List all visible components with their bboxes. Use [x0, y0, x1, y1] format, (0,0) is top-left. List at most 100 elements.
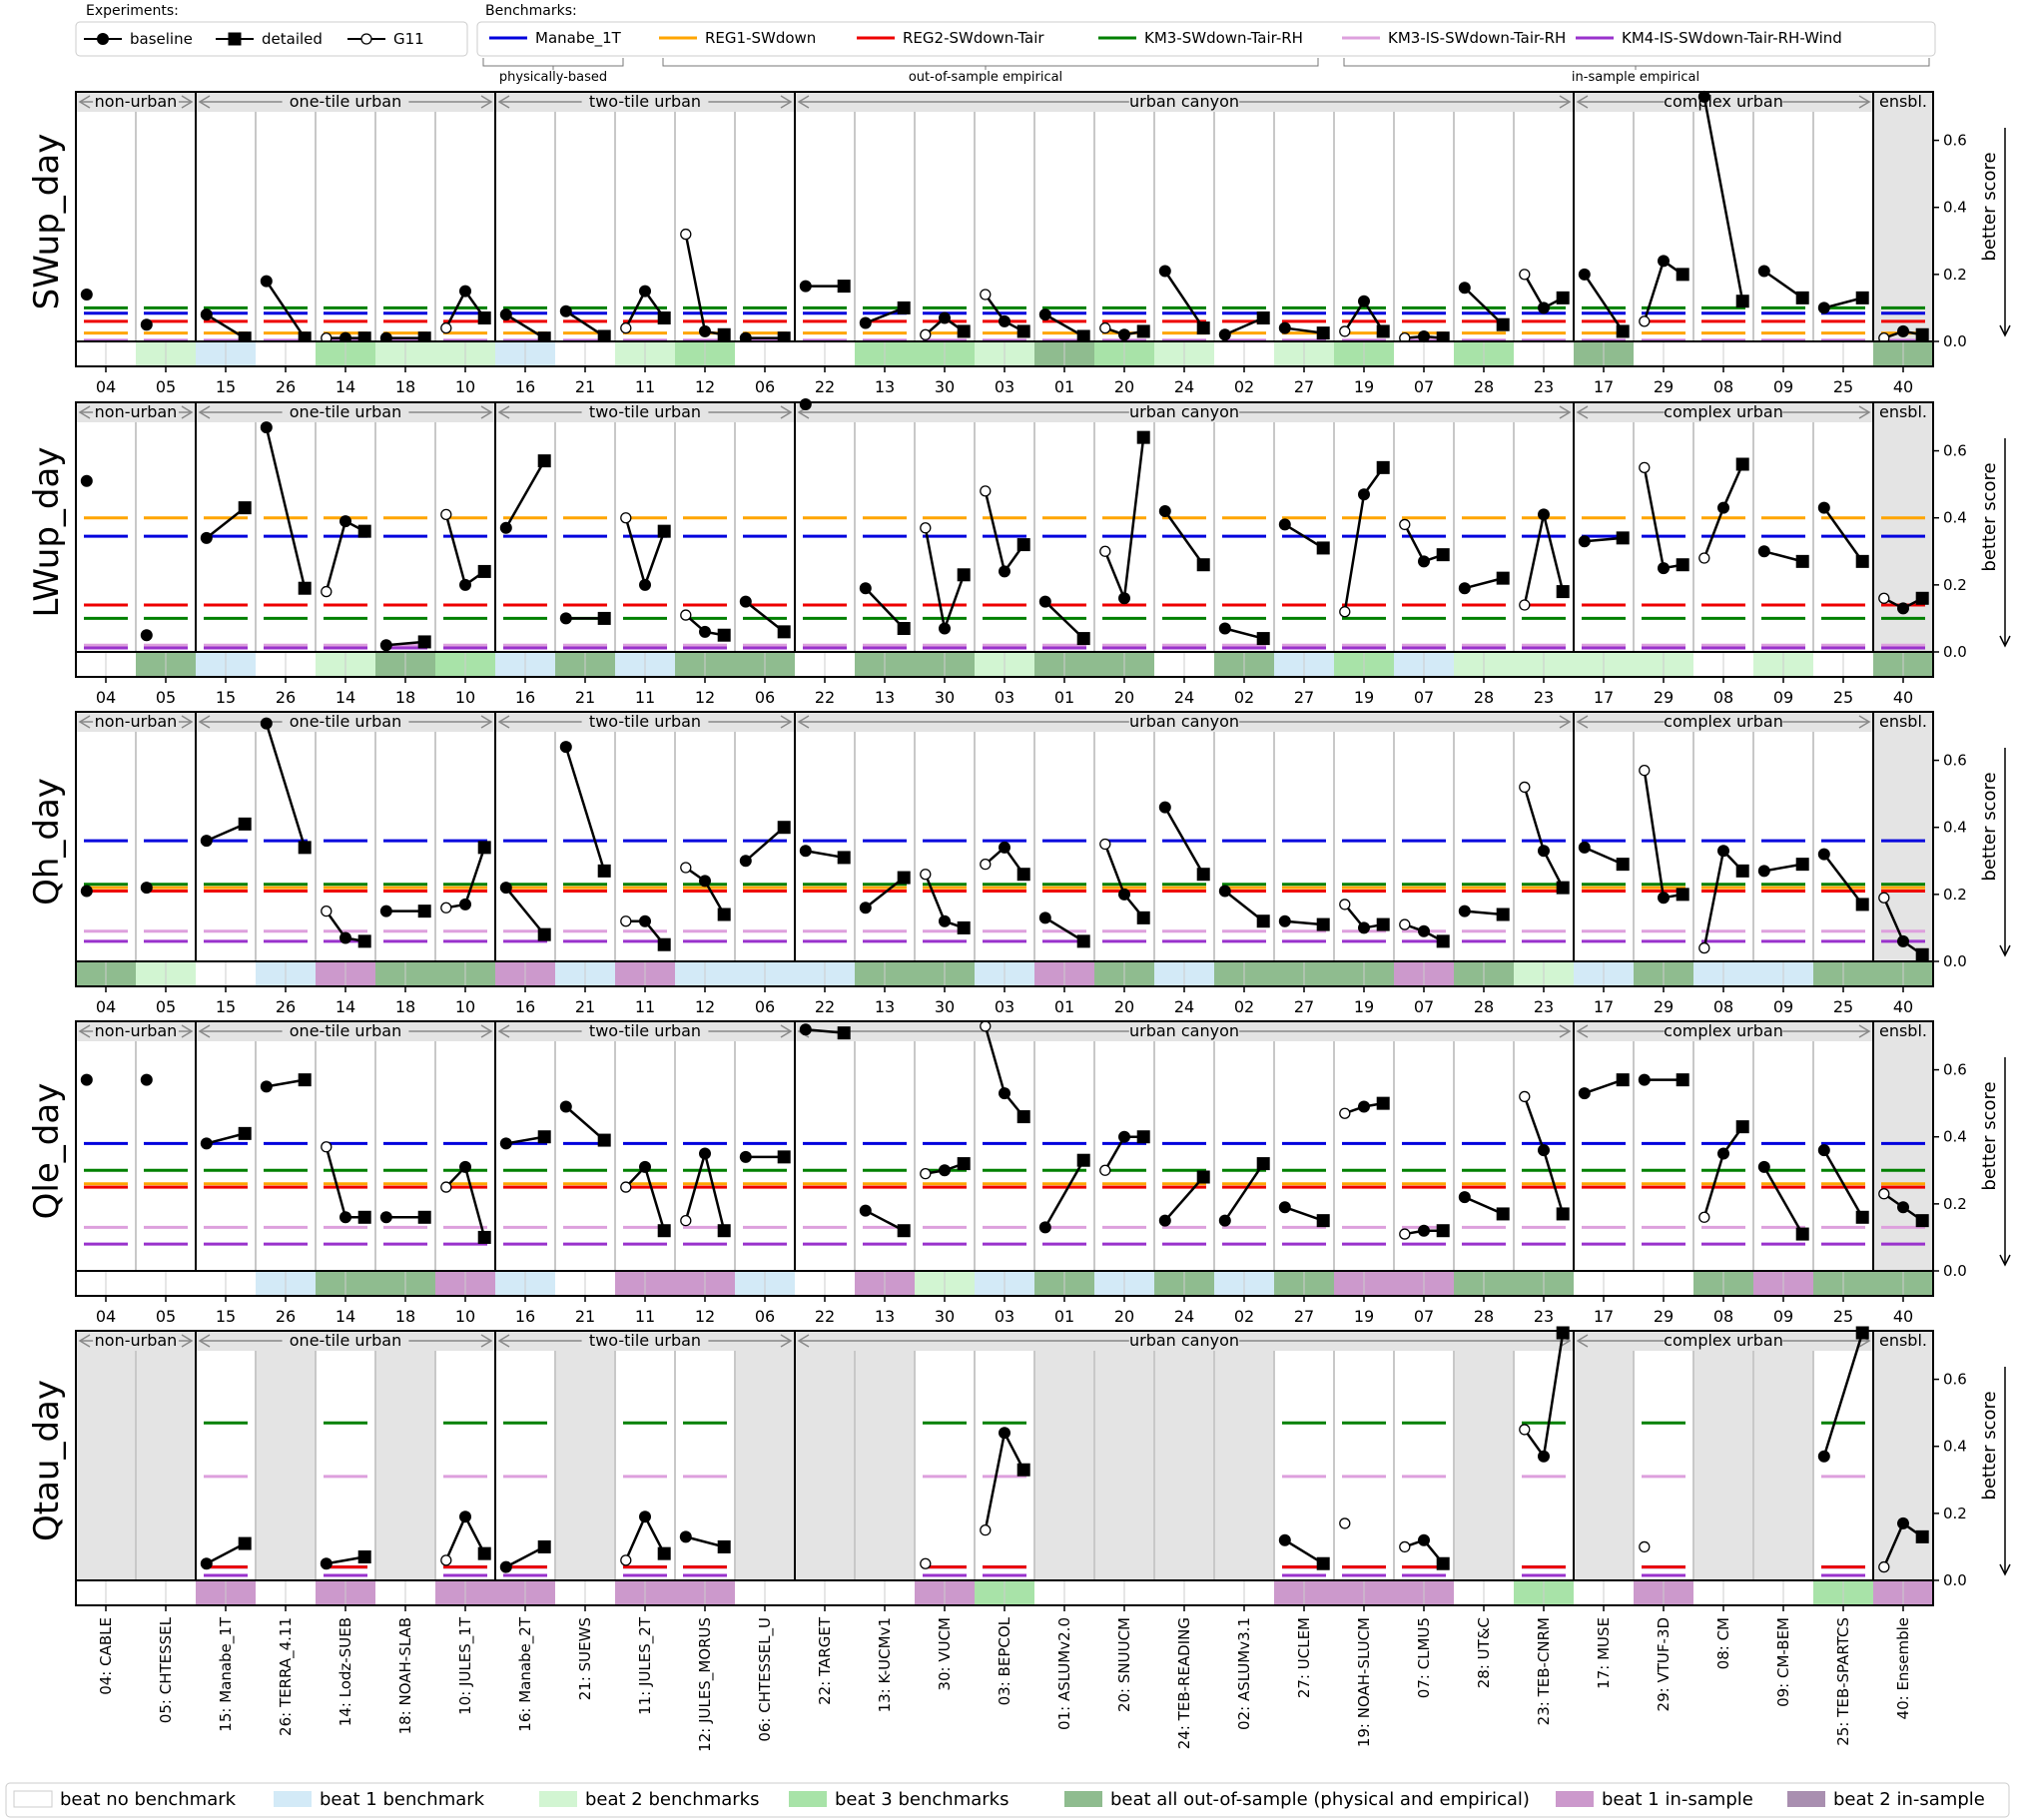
baseline-point — [939, 914, 951, 927]
group-label: one-tile urban — [290, 712, 401, 731]
baseline-point — [1658, 255, 1670, 268]
group-arrow-head — [497, 715, 510, 729]
group-label: two-tile urban — [589, 1331, 701, 1350]
baseline-point — [1418, 329, 1430, 342]
baseline-point — [459, 1511, 471, 1523]
group-arrow-head — [497, 1024, 510, 1038]
detailed-point — [1676, 558, 1689, 572]
baseline-point — [739, 595, 752, 608]
experiment-line — [1523, 787, 1565, 889]
detailed-point — [837, 280, 851, 294]
group-label: two-tile urban — [589, 402, 701, 421]
detailed-point — [1676, 888, 1689, 902]
baseline-point — [379, 1211, 392, 1224]
x-tick-code: 09 — [1773, 688, 1793, 707]
baseline-point — [1278, 1533, 1291, 1546]
group-arrow-head — [1576, 715, 1589, 729]
group-label: ensbl. — [1879, 402, 1927, 421]
x-tick-code: 11 — [635, 997, 655, 1016]
bracket-2 — [1343, 58, 1930, 70]
g11-point — [1519, 599, 1531, 611]
g11-point — [1878, 892, 1890, 904]
group-label: complex urban — [1664, 1331, 1783, 1350]
detailed-point — [597, 329, 611, 343]
y-tick-label: 0.4 — [1943, 819, 1967, 837]
missing-column-bg — [1873, 712, 1933, 961]
baseline-point — [559, 612, 572, 625]
detailed-point — [1016, 538, 1030, 552]
shade-swatch — [1787, 1791, 1825, 1807]
baseline-point — [639, 914, 651, 927]
group-label-bg — [1128, 713, 1240, 731]
experiment-line — [1762, 1166, 1804, 1235]
baseline-point — [200, 531, 213, 544]
group-label-bg — [581, 713, 709, 731]
x-tick-code: 05 — [156, 688, 176, 707]
group-arrow-head — [181, 715, 194, 729]
x-tick-code: 14 — [336, 997, 355, 1016]
g11-point — [1399, 918, 1411, 930]
group-arrow-head — [1576, 1334, 1589, 1348]
detailed-point — [777, 821, 791, 835]
shading-legend: beat no benchmark beat 1 benchmark beat 2 … — [5, 1782, 2010, 1818]
x-tick-code: 26 — [276, 688, 296, 707]
x-tick-code: 01 — [1054, 1307, 1074, 1326]
baseline-point — [1458, 905, 1471, 917]
legend-label-baseline: baseline — [130, 30, 193, 48]
detailed-point — [597, 864, 611, 878]
x-tick-code: 21 — [575, 377, 595, 396]
baseline-point — [699, 875, 711, 888]
detailed-point — [897, 301, 911, 314]
baseline-point — [1218, 622, 1231, 635]
detailed-point — [1795, 858, 1809, 872]
baseline-point — [1757, 1160, 1770, 1173]
legend-label-Manabe_1T: Manabe_1T — [535, 29, 622, 48]
detailed-point — [238, 1536, 252, 1550]
experiments-legend: Experiments: baseline detailed G11 — [75, 3, 468, 57]
baseline-point — [1717, 501, 1729, 514]
detailed-point — [1316, 1214, 1330, 1228]
baseline-point — [1218, 1214, 1231, 1227]
x-tick-code: 27 — [1294, 377, 1314, 396]
detailed-point — [717, 1224, 731, 1238]
detailed-point — [657, 524, 671, 538]
g11-point — [1878, 592, 1890, 604]
detailed-point — [717, 628, 731, 642]
detailed-point — [1915, 1529, 1929, 1543]
g11-point — [980, 485, 992, 497]
baseline-point — [1038, 308, 1051, 321]
g11-point — [620, 512, 632, 524]
missing-column-bg — [1873, 402, 1933, 652]
x-tick-code: 30 — [935, 688, 955, 707]
group-label: one-tile urban — [290, 1021, 401, 1040]
detailed-point — [1735, 295, 1749, 308]
group-label: non-urban — [95, 92, 178, 111]
baseline-point — [1538, 845, 1550, 858]
group-label-bg — [581, 1332, 709, 1350]
baseline-point — [859, 316, 872, 329]
x-tick-code: 01 — [1054, 688, 1074, 707]
detailed-point — [1016, 1110, 1030, 1124]
g11-point — [1519, 1424, 1531, 1436]
detailed-point — [777, 1150, 791, 1164]
g11-point — [680, 1214, 692, 1227]
baseline-point — [639, 1160, 651, 1173]
group-label: complex urban — [1664, 1021, 1783, 1040]
g11-point — [1339, 1107, 1351, 1119]
group-label-bg — [282, 1332, 409, 1350]
detailed-point — [1795, 1227, 1809, 1241]
model-label: 08: CM — [1714, 1617, 1732, 1669]
shade-legend-label: beat 3 benchmarks — [835, 1789, 1008, 1810]
bracket-label-1: out-of-sample empirical — [909, 70, 1062, 85]
group-arrow-head — [1559, 715, 1572, 729]
baseline-point — [1358, 488, 1370, 501]
y-tick-label: 0.2 — [1943, 1505, 1967, 1522]
x-tick-code: 27 — [1294, 688, 1314, 707]
detailed-point — [1556, 881, 1570, 895]
panel-frame — [75, 1020, 1934, 1297]
baseline-point — [1897, 324, 1909, 337]
panel-Qle_day: non-urban one-tile urban two-tile urban urb… — [27, 1020, 2011, 1326]
group-label-bg — [1128, 93, 1240, 111]
group-label: one-tile urban — [290, 92, 401, 111]
x-tick-code: 28 — [1474, 377, 1494, 396]
